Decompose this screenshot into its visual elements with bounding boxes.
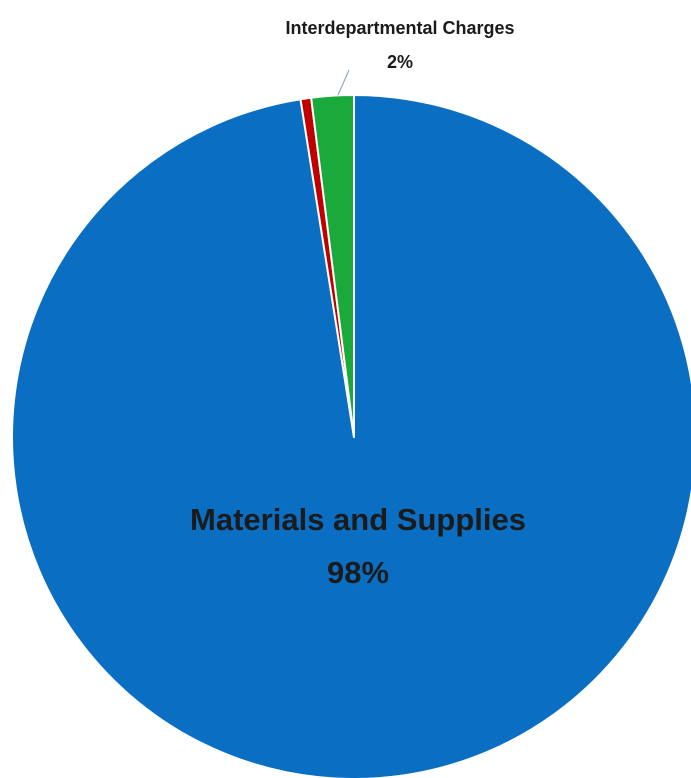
slice-percent-materials-and-supplies: 98%: [327, 555, 389, 590]
slice-label-materials-and-supplies: Materials and Supplies: [190, 502, 526, 537]
pie-slice-interdepartmental-charges: [310, 94, 355, 438]
slice-percent-interdepartmental-charges: 2%: [387, 52, 413, 72]
pie-slices: [11, 94, 691, 778]
slice-label-interdepartmental-charges: Interdepartmental Charges: [285, 18, 514, 38]
label-leader-line: [337, 69, 350, 96]
